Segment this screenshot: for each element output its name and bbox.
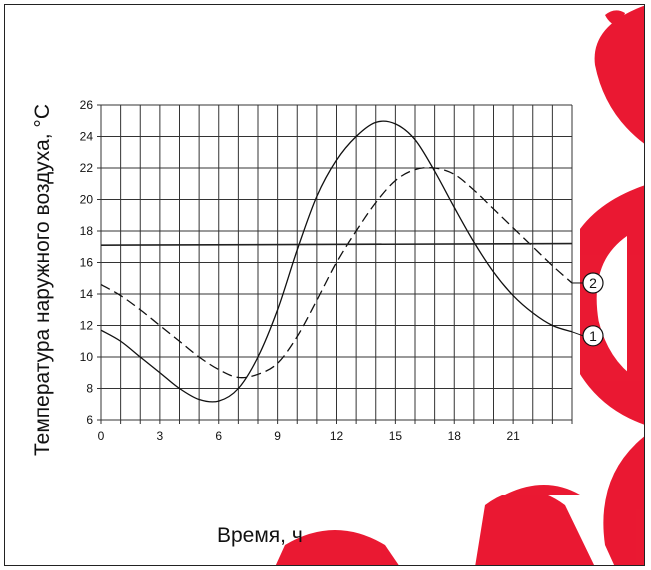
y-tick-label: 8 [86, 382, 93, 396]
x-tick-label: 3 [157, 429, 164, 443]
y-tick-label: 14 [80, 287, 94, 301]
y-tick-label: 20 [80, 193, 94, 207]
series-label-leader [571, 331, 584, 337]
series-lines [100, 120, 573, 403]
y-tick-label: 12 [80, 319, 94, 333]
y-tick-label: 16 [80, 256, 94, 270]
y-tick-label: 26 [80, 98, 94, 112]
series-label-2: 2 [572, 272, 604, 294]
y-tick-label: 22 [80, 161, 94, 175]
x-tick-label: 21 [506, 429, 520, 443]
grid-lines [97, 104, 573, 424]
x-tick-labels: 0 3 6 9 12 15 18 21 [98, 429, 520, 443]
series-line-2 [100, 166, 573, 379]
series-label-text: 1 [589, 328, 597, 344]
y-axis-label: Температура наружного воздуха, °С [31, 104, 55, 456]
y-axis-label-container: Температура наружного воздуха, °С [29, 45, 57, 515]
x-tick-label: 15 [389, 429, 403, 443]
y-tick-label: 18 [80, 224, 94, 238]
y-tick-label: 6 [86, 413, 93, 427]
x-tick-label: 18 [448, 429, 462, 443]
series-label-1: 1 [571, 325, 604, 347]
y-tick-labels: 6 8 10 12 14 16 18 20 22 24 26 [80, 98, 94, 427]
series-label-text: 2 [589, 275, 597, 291]
constant-line [100, 242, 573, 246]
y-tick-label: 10 [80, 350, 94, 364]
series-label-circle [582, 272, 604, 294]
x-tick-label: 9 [274, 429, 281, 443]
x-tick-label: 0 [98, 429, 105, 443]
x-tick-label: 12 [330, 429, 344, 443]
series-line-1 [100, 120, 573, 403]
x-axis-label: Время, ч [217, 524, 303, 547]
series-annotations: 12 [571, 272, 604, 347]
series-label-circle [582, 325, 604, 347]
x-tick-label: 6 [215, 429, 222, 443]
y-tick-label: 24 [80, 130, 94, 144]
